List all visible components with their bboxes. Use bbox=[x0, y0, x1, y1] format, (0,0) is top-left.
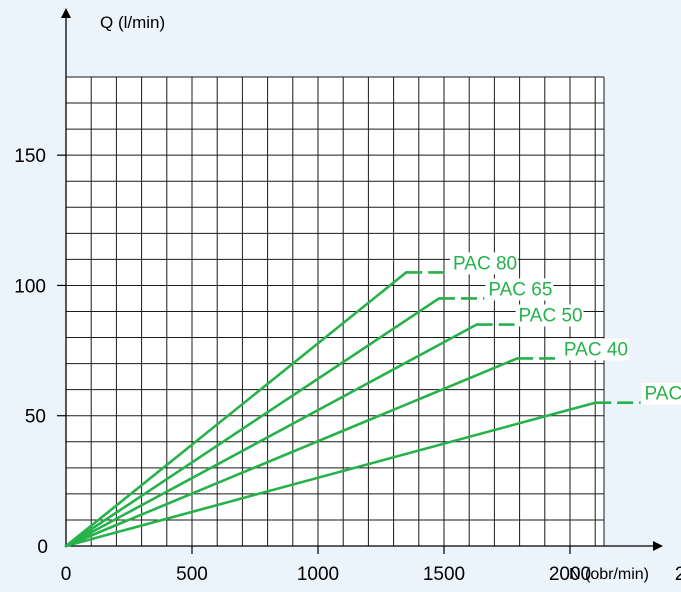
series-label-bg bbox=[641, 382, 681, 405]
series-label-bg bbox=[560, 338, 629, 361]
series-line bbox=[64, 271, 408, 548]
x-tick-label: 0 bbox=[61, 564, 72, 585]
series-line bbox=[64, 357, 519, 548]
chart-axes bbox=[57, 8, 663, 554]
series-label-bg bbox=[485, 278, 554, 301]
series-line bbox=[64, 323, 479, 548]
chart-series bbox=[64, 271, 641, 548]
series-label-bg bbox=[450, 252, 519, 275]
x-tick-label: 500 bbox=[176, 564, 208, 585]
chart-grid bbox=[65, 76, 605, 547]
series-label: PAC 40 bbox=[564, 339, 628, 360]
chart-labels: 05010015005001000150020002500Q (l/min)N … bbox=[14, 13, 681, 585]
series-label-bg bbox=[515, 304, 584, 327]
y-tick-label: 50 bbox=[25, 407, 46, 428]
y-tick-label: 150 bbox=[14, 146, 46, 167]
series-line bbox=[64, 297, 441, 548]
y-tick-label: 0 bbox=[37, 537, 48, 558]
x-axis-label: N (obr/min) bbox=[569, 566, 649, 583]
series-label: PAC 65 bbox=[488, 279, 552, 300]
x-tick-label: 2500 bbox=[675, 564, 681, 585]
series-line bbox=[64, 401, 597, 548]
x-tick-label: 2000 bbox=[549, 564, 591, 585]
x-tick-label: 1500 bbox=[423, 564, 465, 585]
series-label: PAC 25 bbox=[645, 384, 681, 405]
x-tick-label: 1000 bbox=[297, 564, 339, 585]
series-label: PAC 50 bbox=[519, 306, 583, 327]
series-label: PAC 80 bbox=[453, 253, 517, 274]
y-tick-label: 100 bbox=[14, 276, 46, 297]
y-axis-label: Q (l/min) bbox=[100, 13, 165, 32]
